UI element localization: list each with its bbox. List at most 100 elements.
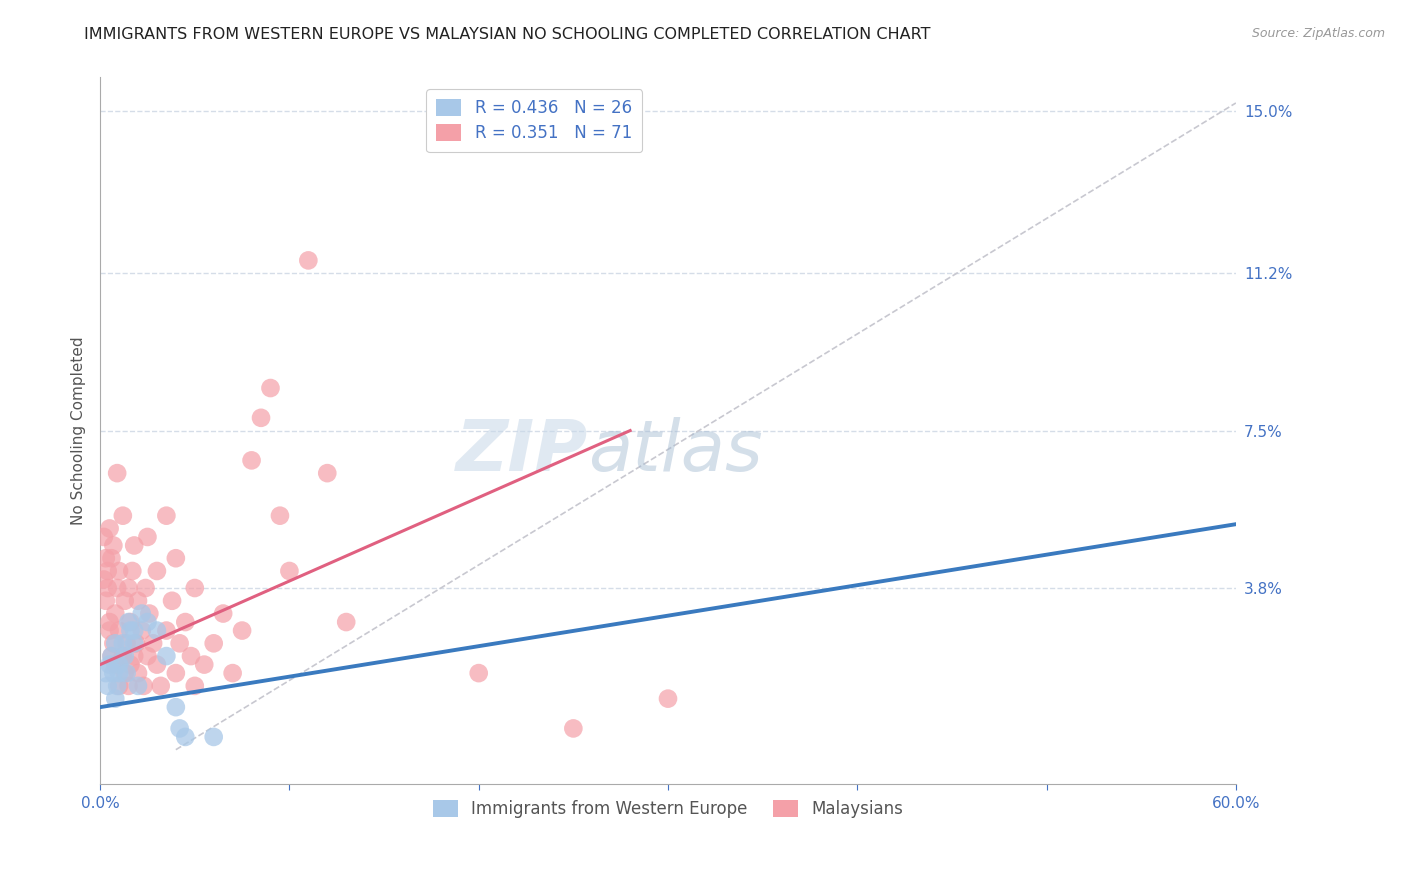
Point: [657, 691, 679, 706]
Point: [138, 607, 160, 621]
Point: [98, 615, 121, 629]
Point: [132, 679, 155, 693]
Point: [120, 657, 142, 672]
Point: [165, 666, 187, 681]
Point: [108, 624, 131, 638]
Point: [120, 624, 142, 638]
Point: [98, 624, 121, 638]
Point: [121, 564, 143, 578]
Point: [180, 649, 202, 664]
Point: [269, 508, 291, 523]
Point: [131, 624, 153, 638]
Point: [146, 564, 169, 578]
Point: [155, 508, 177, 523]
Point: [104, 636, 127, 650]
Point: [104, 607, 127, 621]
Point: [94, 551, 117, 566]
Point: [122, 539, 145, 553]
Point: [115, 636, 138, 650]
Point: [98, 657, 121, 672]
Point: [135, 581, 157, 595]
Point: [97, 581, 120, 595]
Point: [114, 649, 136, 664]
Point: [104, 657, 127, 672]
Point: [169, 722, 191, 736]
Point: [212, 607, 235, 621]
Point: [155, 624, 177, 638]
Point: [259, 381, 281, 395]
Point: [111, 649, 134, 664]
Point: [105, 466, 128, 480]
Point: [114, 594, 136, 608]
Point: [117, 679, 139, 693]
Point: [103, 636, 125, 650]
Point: [114, 666, 136, 681]
Point: [146, 657, 169, 672]
Point: [97, 679, 120, 693]
Point: [250, 410, 273, 425]
Point: [108, 679, 131, 693]
Point: [562, 722, 585, 736]
Point: [115, 666, 138, 681]
Point: [136, 615, 159, 629]
Point: [131, 607, 153, 621]
Text: IMMIGRANTS FROM WESTERN EUROPE VS MALAYSIAN NO SCHOOLING COMPLETED CORRELATION C: IMMIGRANTS FROM WESTERN EUROPE VS MALAYS…: [84, 27, 931, 42]
Point: [149, 679, 172, 693]
Point: [122, 649, 145, 664]
Point: [117, 615, 139, 629]
Legend: Immigrants from Western Europe, Malaysians: Immigrants from Western Europe, Malaysia…: [426, 793, 910, 825]
Point: [231, 624, 253, 638]
Point: [103, 666, 125, 681]
Point: [120, 615, 142, 629]
Point: [142, 636, 165, 650]
Point: [104, 691, 127, 706]
Point: [136, 649, 159, 664]
Point: [202, 636, 225, 650]
Point: [108, 666, 131, 681]
Point: [105, 679, 128, 693]
Point: [127, 679, 149, 693]
Point: [108, 564, 131, 578]
Point: [221, 666, 243, 681]
Point: [169, 636, 191, 650]
Point: [316, 466, 339, 480]
Point: [136, 530, 159, 544]
Point: [174, 730, 197, 744]
Point: [111, 508, 134, 523]
Point: [165, 700, 187, 714]
Point: [125, 636, 148, 650]
Point: [155, 649, 177, 664]
Point: [93, 573, 115, 587]
Point: [111, 636, 134, 650]
Point: [278, 564, 301, 578]
Point: [100, 649, 122, 664]
Point: [174, 615, 197, 629]
Point: [127, 666, 149, 681]
Y-axis label: No Schooling Completed: No Schooling Completed: [72, 336, 86, 524]
Point: [467, 666, 489, 681]
Text: atlas: atlas: [589, 417, 763, 486]
Point: [103, 539, 125, 553]
Point: [108, 657, 131, 672]
Point: [94, 666, 117, 681]
Text: Source: ZipAtlas.com: Source: ZipAtlas.com: [1251, 27, 1385, 40]
Point: [93, 530, 115, 544]
Point: [105, 581, 128, 595]
Point: [160, 594, 183, 608]
Point: [202, 730, 225, 744]
Point: [122, 636, 145, 650]
Point: [184, 679, 207, 693]
Point: [122, 624, 145, 638]
Point: [240, 453, 263, 467]
Point: [100, 551, 122, 566]
Point: [297, 253, 319, 268]
Point: [100, 649, 122, 664]
Point: [117, 581, 139, 595]
Point: [97, 564, 120, 578]
Point: [184, 581, 207, 595]
Point: [146, 624, 169, 638]
Point: [127, 594, 149, 608]
Point: [165, 551, 187, 566]
Point: [335, 615, 357, 629]
Point: [98, 521, 121, 535]
